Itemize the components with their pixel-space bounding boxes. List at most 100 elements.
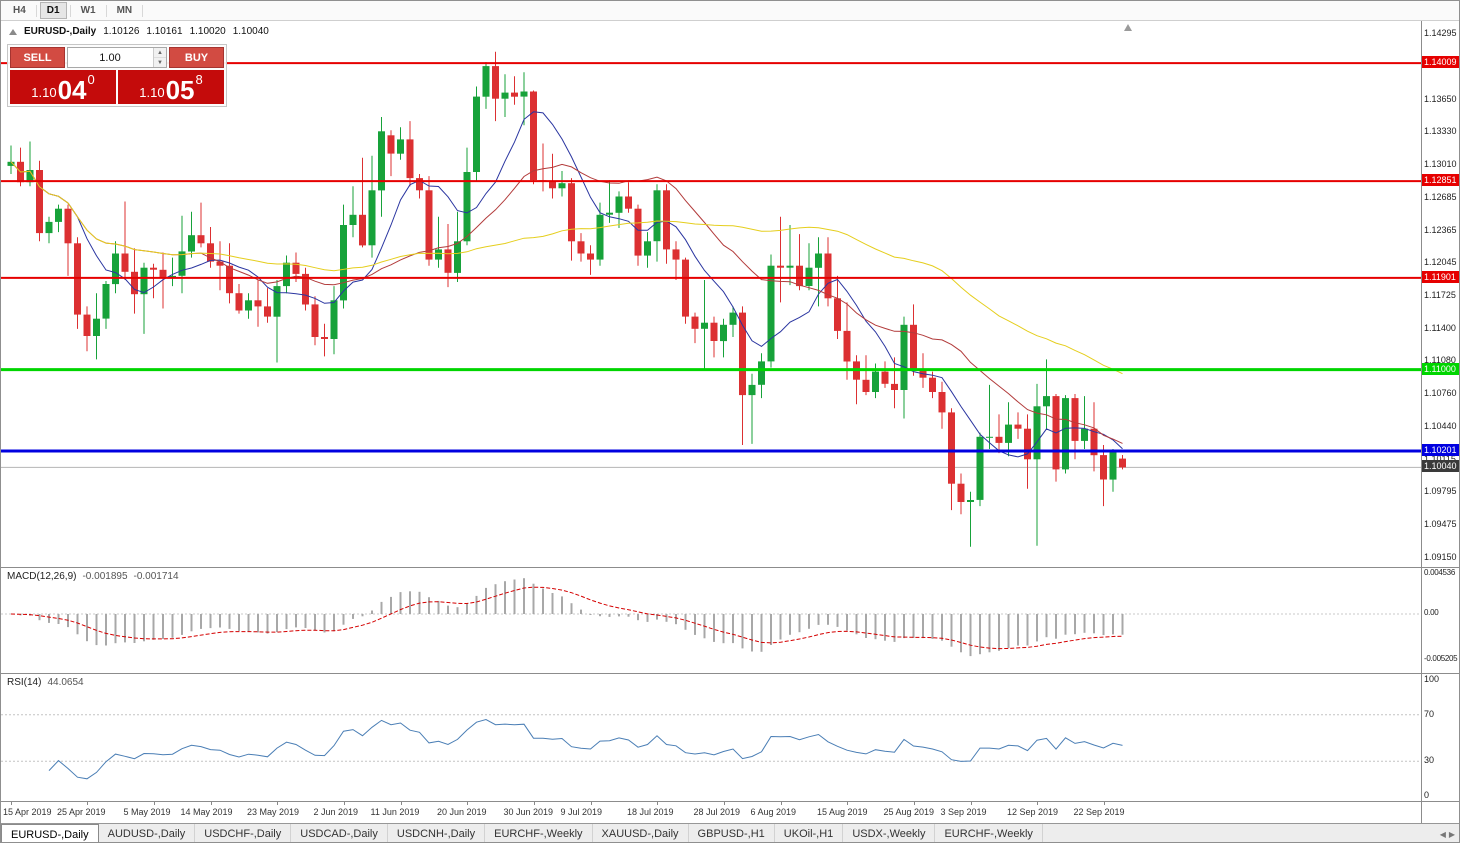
date-label: 28 Jul 2019 (693, 807, 741, 817)
price-tick-label: 1.12045 (1424, 257, 1457, 268)
date-tick (343, 802, 345, 805)
buy-button[interactable]: BUY (169, 47, 224, 68)
chart-tab-eurchf-weekly[interactable]: EURCHF-,Weekly (485, 824, 593, 842)
sell-price-display[interactable]: 1.10 04 0 (10, 70, 116, 104)
macd-panel[interactable] (1, 568, 1422, 673)
rsi-line (48, 718, 1123, 780)
price-tick-label: 1.12365 (1424, 224, 1457, 235)
chart-tab-eurusd-daily[interactable]: EURUSD-,Daily (1, 824, 99, 842)
date-label: 3 Sep 2019 (940, 807, 987, 817)
price-chart[interactable] (1, 21, 1422, 567)
date-label: 25 Aug 2019 (883, 807, 935, 817)
timeframe-button-w1[interactable]: W1 (80, 5, 96, 16)
moving-average-line (10, 161, 1123, 375)
chart-symbol-label: EURUSD-,Daily (24, 26, 97, 37)
date-label: 5 May 2019 (123, 807, 171, 817)
volume-input[interactable] (68, 51, 152, 64)
price-tick-label: 1.13010 (1424, 158, 1457, 169)
price-tick-label: 1.11400 (1424, 322, 1456, 333)
toolbar-separator (142, 4, 144, 17)
rsi-tick-label: 70 (1424, 708, 1435, 719)
rsi-value: 44.0654 (47, 677, 84, 688)
tab-scroll-controls: ◀ ▶ (1434, 824, 1459, 842)
ohlc-close: 1.10040 (232, 26, 269, 37)
date-tick (210, 802, 212, 805)
one-click-panel-toggle-icon[interactable] (9, 28, 17, 35)
chart-shift-marker-icon[interactable] (1124, 24, 1132, 31)
hline-price-tag: 1.10201 (1422, 443, 1459, 456)
volume-spinner: ▲ ▼ (153, 48, 166, 67)
moving-averages-layer (10, 111, 1123, 458)
tab-scroll-left-icon[interactable]: ◀ (1439, 829, 1446, 839)
date-label: 30 Jun 2019 (503, 807, 554, 817)
current-price-tag: 1.10040 (1422, 460, 1459, 473)
chart-header: EURUSD-,Daily 1.10126 1.10161 1.10020 1.… (9, 26, 269, 37)
timeframe-toolbar: H4 D1 W1 MN (1, 1, 1459, 21)
price-tick-label: 1.10115 (1424, 453, 1456, 464)
rsi-tick-label: 100 (1424, 674, 1440, 684)
tab-scroll-right-icon[interactable]: ▶ (1448, 829, 1455, 839)
date-tick (1103, 802, 1105, 805)
price-tick-label: 1.10760 (1424, 388, 1457, 399)
rsi-panel[interactable] (1, 674, 1422, 801)
price-tick-label: 1.09795 (1424, 486, 1457, 497)
chart-tab-usdchf-daily[interactable]: USDCHF-,Daily (195, 824, 292, 842)
hline-price-tag: 1.12851 (1422, 174, 1459, 187)
date-tick (780, 802, 782, 805)
date-label: 25 Apr 2019 (57, 807, 106, 817)
sell-price-pipette: 0 (87, 72, 95, 87)
chart-tab-ukoil-h1[interactable]: UKOil-,H1 (775, 824, 844, 842)
price-tick-label: 1.11725 (1424, 289, 1456, 300)
toolbar-separator (35, 4, 37, 17)
date-label: 15 Aug 2019 (817, 807, 868, 817)
date-label: 22 Sep 2019 (1073, 807, 1125, 817)
price-axis: 1.142951.139801.136501.133301.130101.126… (1422, 21, 1459, 823)
date-label: 15 Apr 2019 (3, 807, 52, 817)
date-tick (590, 802, 592, 805)
timeframe-button-h4[interactable]: H4 (13, 5, 26, 16)
date-tick (467, 802, 468, 805)
chart-tab-xauusd-daily[interactable]: XAUUSD-,Daily (593, 824, 689, 842)
chart-tab-usdcad-daily[interactable]: USDCAD-,Daily (291, 824, 388, 842)
panel-separator (1, 801, 1459, 802)
chart-tab-gbpusd-h1[interactable]: GBPUSD-,H1 (689, 824, 775, 842)
timeframe-button-d1[interactable]: D1 (39, 2, 67, 19)
sell-button[interactable]: SELL (10, 47, 65, 68)
buy-price-display[interactable]: 1.10 05 8 (118, 70, 224, 104)
toolbar-separator (69, 4, 71, 17)
toolbar-separator (105, 4, 107, 17)
date-axis: 15 Apr 2019 25 Apr 2019 5 May 2019 14 May 2… (1, 802, 1421, 823)
price-tick-label: 1.13330 (1424, 126, 1457, 137)
price-tick-label: 1.09475 (1424, 518, 1457, 529)
date-label: 11 Jun 2019 (370, 807, 420, 817)
moving-average-line (10, 161, 1123, 444)
panel-separator[interactable] (1, 567, 1459, 568)
chart-tab-audusd-daily[interactable]: AUDUSD-,Daily (99, 824, 196, 842)
date-label: 12 Sep 2019 (1007, 807, 1059, 817)
buy-price-main: 05 (165, 74, 195, 105)
moving-average-line (10, 111, 1123, 458)
date-label: 14 May 2019 (180, 807, 233, 817)
macd-name: MACD(12,26,9) (7, 571, 77, 582)
date-tick (1037, 802, 1038, 805)
price-tick-label: 1.11080 (1424, 355, 1456, 366)
chart-tab-usdcnh-daily[interactable]: USDCNH-,Daily (388, 824, 486, 842)
rsi-tick-label: 30 (1424, 755, 1435, 766)
date-label: 9 Jul 2019 (560, 807, 603, 817)
date-label: 2 Jun 2019 (313, 807, 359, 817)
panel-separator[interactable] (1, 673, 1459, 674)
chart-tab-eurchf-weekly[interactable]: EURCHF-,Weekly (935, 824, 1043, 842)
date-tick (400, 802, 402, 805)
timeframe-button-mn[interactable]: MN (116, 5, 133, 16)
date-tick (847, 802, 848, 805)
macd-value-signal: -0.001714 (133, 571, 179, 582)
rsi-tick-label: 0 (1424, 790, 1430, 800)
candles-layer (7, 51, 1126, 547)
horizontal-lines-layer[interactable] (1, 62, 1422, 453)
volume-increase-icon[interactable]: ▲ (154, 48, 166, 58)
macd-label: MACD(12,26,9) -0.001895 -0.001714 (7, 571, 179, 582)
volume-decrease-icon[interactable]: ▼ (154, 58, 166, 67)
macd-histogram (19, 578, 1124, 657)
chart-tab-usdx-weekly[interactable]: USDX-,Weekly (843, 824, 936, 842)
macd-tick-label: -0.005205 (1424, 653, 1458, 663)
